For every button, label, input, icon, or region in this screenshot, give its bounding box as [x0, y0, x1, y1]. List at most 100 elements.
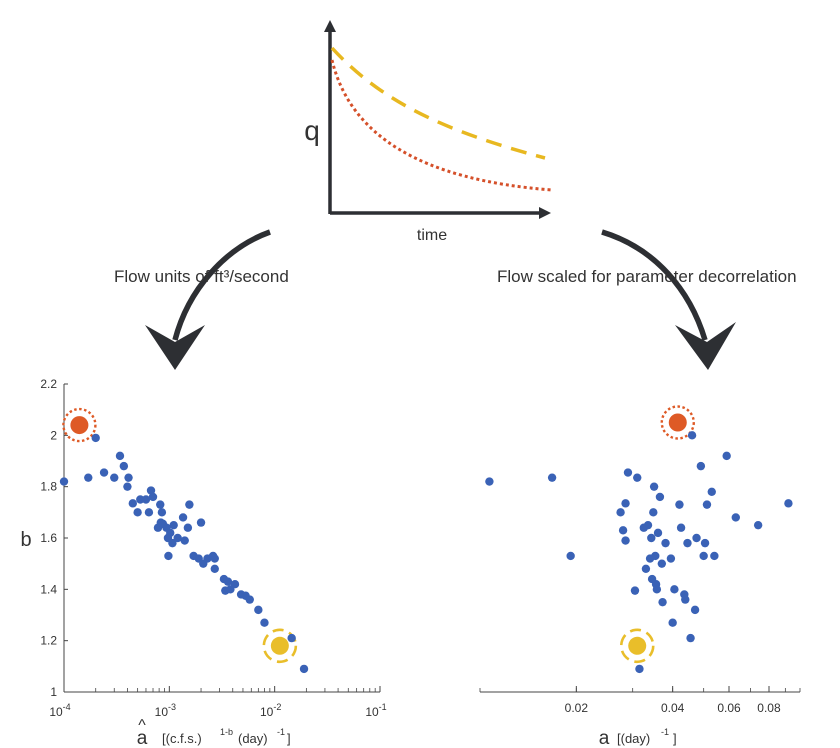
right-curved-arrow-shaft	[601, 229, 708, 341]
left-axes	[63, 384, 380, 693]
right-data-point	[651, 551, 660, 561]
right-data-point	[675, 500, 684, 509]
right-data-point	[649, 508, 658, 517]
right-data-point	[670, 585, 679, 594]
right-data-point	[700, 538, 710, 548]
left-xlabel-symbol: a	[137, 728, 148, 748]
left-data-point	[146, 486, 156, 495]
left-data-point	[230, 580, 240, 589]
left-y-tick-label: 2	[50, 428, 57, 442]
left-data-point	[245, 595, 254, 604]
right-points	[485, 431, 793, 674]
left-y-tick-label: 1.4	[40, 582, 57, 596]
right-xlabel-sup: -1	[661, 727, 669, 737]
right-data-point	[630, 586, 640, 595]
left-plot: 1 1.2 1.4 1.6 1.8 2 2.2 10-4 10-3 10-2 10-1 b ^ a…	[20, 377, 386, 748]
right-data-point	[643, 520, 653, 530]
right-data-point	[652, 585, 662, 594]
right-xlabel-symbol: a	[599, 728, 610, 748]
left-data-point	[157, 508, 167, 517]
right-data-point	[566, 551, 575, 561]
inset-dotted-curve	[330, 59, 553, 192]
right-x-tick-label: 0.08	[757, 701, 781, 715]
left-data-point	[185, 500, 194, 509]
left-arrowhead-icon	[145, 325, 205, 370]
left-x-tick-label: 10-1	[365, 702, 386, 719]
right-branch-label: Flow scaled for parameter decorrelation	[497, 267, 797, 286]
right-data-point	[707, 487, 716, 496]
left-y-tick-label: 2.2	[40, 377, 57, 391]
right-highlight-rings	[619, 405, 695, 664]
left-data-point	[59, 477, 69, 486]
right-data-point	[633, 473, 642, 482]
right-data-point	[621, 499, 630, 508]
right-x-tick-label: 0.02	[565, 701, 589, 715]
left-data-point	[91, 433, 100, 443]
left-data-point	[141, 495, 151, 504]
left-xlabel-text: [(c.f.s.)	[162, 731, 202, 746]
right-x-tick-label: 0.04	[661, 701, 685, 715]
right-data-point	[699, 551, 708, 561]
left-curved-arrow-shaft	[172, 229, 271, 341]
right-data-point	[647, 533, 656, 543]
left-data-point	[180, 536, 189, 545]
left-branch-label: Flow units of ft³/second	[114, 267, 289, 286]
left-data-point	[144, 508, 154, 517]
right-data-point	[683, 538, 692, 548]
left-y-axis-label: b	[20, 529, 31, 551]
left-data-point	[196, 518, 206, 527]
right-data-point	[653, 528, 663, 538]
right-data-point	[649, 482, 659, 491]
right-data-point	[655, 492, 665, 502]
right-data-point	[657, 559, 667, 568]
right-x-ticks: 0.02 0.04 0.06 0.08	[479, 686, 801, 715]
right-data-point	[710, 551, 719, 561]
left-data-point	[99, 468, 109, 477]
left-highlights	[70, 416, 289, 655]
left-data-point	[223, 577, 233, 586]
right-data-point	[784, 499, 793, 508]
left-y-tick-label: 1.8	[40, 480, 57, 494]
right-highlights	[628, 413, 687, 655]
left-x-tick-label: 10-2	[260, 702, 281, 719]
right-data-point	[722, 451, 731, 461]
left-points	[59, 433, 309, 674]
left-y-tick-label: 1	[50, 685, 57, 699]
left-data-point	[156, 500, 165, 509]
right-arrowhead-icon	[675, 322, 736, 370]
branch-right: Flow scaled for parameter decorrelation	[497, 229, 797, 370]
left-data-point	[148, 492, 158, 502]
right-highlight-ring	[660, 405, 695, 440]
left-data-point	[128, 499, 138, 508]
left-data-point	[299, 664, 309, 674]
left-data-point	[115, 451, 125, 461]
left-data-point	[210, 564, 219, 573]
left-data-point	[84, 473, 93, 482]
left-x-ticks: 10-4 10-3 10-2 10-1	[49, 686, 387, 719]
right-data-point	[681, 595, 690, 604]
left-data-point	[287, 633, 296, 643]
left-xlabel-hat: ^	[138, 717, 146, 734]
left-x-tick-label: 10-3	[155, 702, 176, 719]
left-data-point	[166, 528, 175, 538]
left-data-point	[210, 554, 219, 563]
left-data-point	[168, 538, 177, 548]
right-xlabel-text: [(day)	[617, 731, 650, 746]
left-y-tick-label: 1.6	[40, 531, 57, 545]
left-xlabel-close: ]	[287, 731, 291, 746]
left-data-point	[169, 520, 178, 530]
right-data-point	[666, 554, 676, 563]
right-data-point	[692, 533, 701, 543]
left-highlight-ring	[262, 628, 298, 664]
right-x-tick-label: 0.06	[717, 701, 741, 715]
right-x-axis-label: a [(day) -1 ]	[599, 727, 677, 748]
right-data-point	[686, 633, 695, 643]
left-data-point	[124, 473, 133, 482]
left-x-axis-label: ^ a [(c.f.s.) 1-b (day) -1 ]	[137, 717, 291, 748]
right-highlight-point	[668, 413, 687, 432]
inset-y-label: q	[304, 115, 320, 146]
right-data-point	[616, 508, 625, 517]
right-data-point	[623, 468, 633, 477]
left-data-point	[133, 508, 142, 517]
